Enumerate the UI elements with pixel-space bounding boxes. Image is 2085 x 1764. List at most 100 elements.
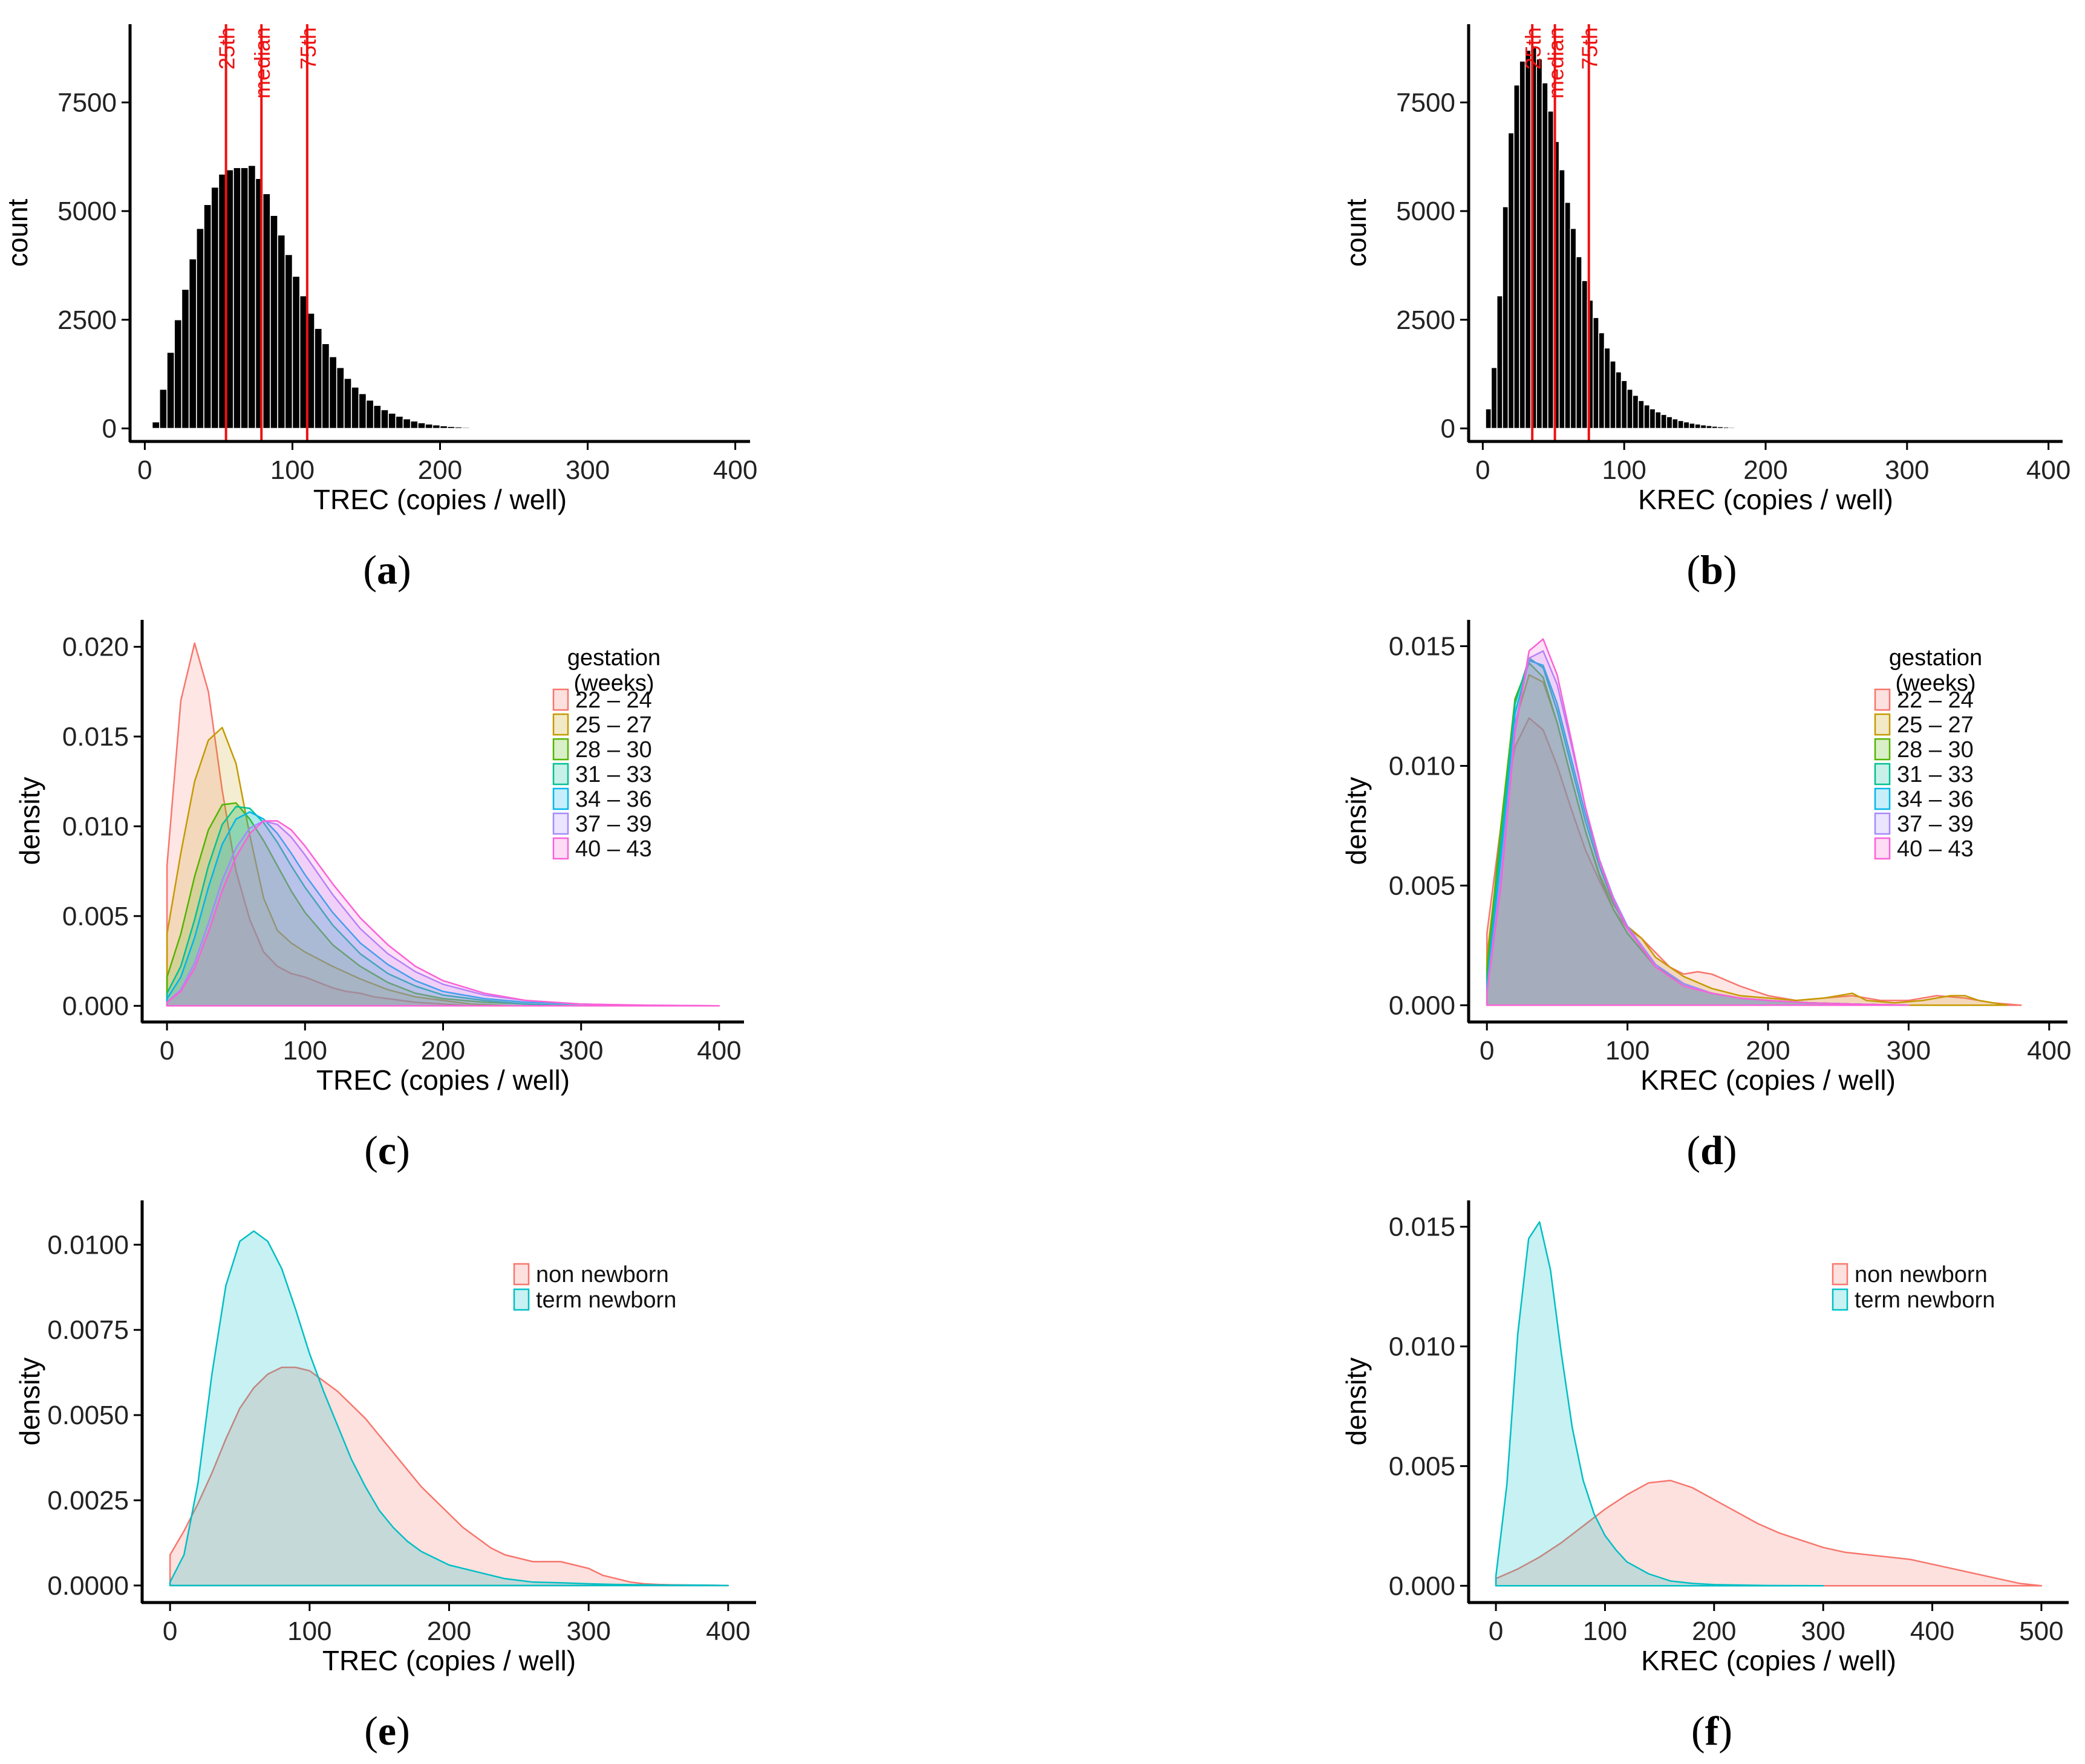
histogram-bar [1627,389,1633,429]
x-tick-label: 400 [2026,455,2070,485]
y-tick-label: 5000 [1396,197,1455,226]
y-tick-label: 0.015 [62,722,129,752]
legend-key [552,787,569,810]
histogram-bar [314,328,323,429]
x-tick-label: 200 [418,455,462,485]
legend-title: (weeks) [573,671,654,696]
histogram-bar [1547,111,1555,429]
x-tick-label: 100 [283,1036,327,1066]
y-tick-label: 0.000 [1389,1571,1455,1601]
histogram-bar [439,425,448,429]
histogram-bar [203,204,212,429]
histogram-bar [432,424,441,429]
legend-title: (weeks) [1895,671,1976,696]
histogram-bar [528,428,537,430]
legend-key [552,837,569,860]
histogram-bar [425,423,434,429]
y-tick-label: 0.0000 [47,1571,129,1601]
histogram-bar [1802,428,1809,430]
histogram-bar [1717,426,1724,429]
percentile-label: 75th [1578,27,1602,70]
bars [151,164,610,430]
histogram-bar [1824,428,1832,430]
legend-entry-label: 31 – 33 [1897,762,1974,787]
x-tick-label: 300 [566,455,610,485]
density-area-series [166,802,582,1007]
x-tick-label: 200 [1743,455,1787,485]
x-tick-label: 100 [270,455,315,485]
legend-entry-label: term newborn [536,1287,676,1313]
x-tick-label: 100 [287,1616,331,1646]
density-area-series [169,1366,729,1587]
histogram-bar [277,234,286,429]
density-area-series [1495,1479,2043,1587]
legend-entry-label: 22 – 24 [1897,688,1974,713]
x-tick-label: 100 [1602,455,1646,485]
legend-key [1874,837,1891,860]
histogram-bar [373,405,382,429]
y-axis-label: density [14,1358,45,1446]
histogram-bar [1524,50,1532,429]
legend-entry-label: 34 – 36 [1897,787,1974,812]
y-tick-label: 2500 [57,305,117,335]
x-tick-label: 300 [559,1036,603,1066]
histogram-bar [1496,295,1503,429]
histogram-bar [388,412,397,429]
legend-key [1874,688,1891,711]
y-tick-label: 0.010 [1389,751,1455,781]
legend-key [552,738,569,761]
legend-key [552,763,569,786]
legend-key [552,688,569,711]
histogram-bar [365,399,374,429]
histogram-bar [520,428,529,430]
histogram-bar [1604,347,1611,429]
legend-key [1874,787,1891,810]
histogram-bar [483,427,492,429]
x-axis-label: KREC (copies / well) [1641,1645,1896,1676]
histogram-bar [292,276,301,429]
histogram-bar [1745,427,1752,429]
histogram-bar [409,420,419,429]
x-tick-label: 200 [421,1036,465,1066]
y-tick-label: 7500 [57,88,117,117]
legend-entry-label: 37 – 39 [1897,812,1974,837]
x-tick-label: 200 [1692,1616,1736,1646]
y-tick-label: 0.010 [62,812,129,841]
x-tick-label: 400 [2027,1036,2071,1066]
x-tick-label: 100 [1583,1616,1627,1646]
histogram-bar [498,428,507,429]
y-tick-label: 0.015 [1389,632,1455,662]
histogram-bar [166,351,175,429]
histogram-bar [535,428,544,430]
y-tick-label: 0.015 [1389,1212,1455,1242]
density-areas [1486,638,2022,1006]
histogram-bar [240,167,249,429]
density-area-series [1486,674,2008,1006]
histogram-bar [1513,84,1520,429]
x-tick-label: 500 [2019,1616,2063,1646]
legend-key [1874,738,1891,761]
histogram-bar [1677,420,1685,429]
legend-entry-label: 28 – 30 [1897,737,1974,763]
y-axis-label: density [14,777,45,865]
legend-key [1832,1263,1848,1286]
histogram-bar [1660,414,1668,429]
panel-label: (e) [364,1708,410,1754]
histogram-bar [1519,60,1526,429]
density-areas [166,642,720,1007]
x-tick-label: 400 [697,1036,741,1066]
histogram-bar [351,386,360,429]
histogram-bar [174,319,183,429]
y-tick-label: 0.0075 [47,1315,129,1345]
legend-key [1874,713,1891,736]
histogram-bar [270,215,278,429]
histogram-bar [1575,256,1582,429]
histogram-bar [1807,428,1815,430]
legend-title: gestation [567,645,661,671]
y-tick-label: 7500 [1396,88,1455,117]
percentile-label: median [1544,27,1568,99]
histogram-bar [1700,424,1707,429]
histogram-bar [1654,411,1662,429]
